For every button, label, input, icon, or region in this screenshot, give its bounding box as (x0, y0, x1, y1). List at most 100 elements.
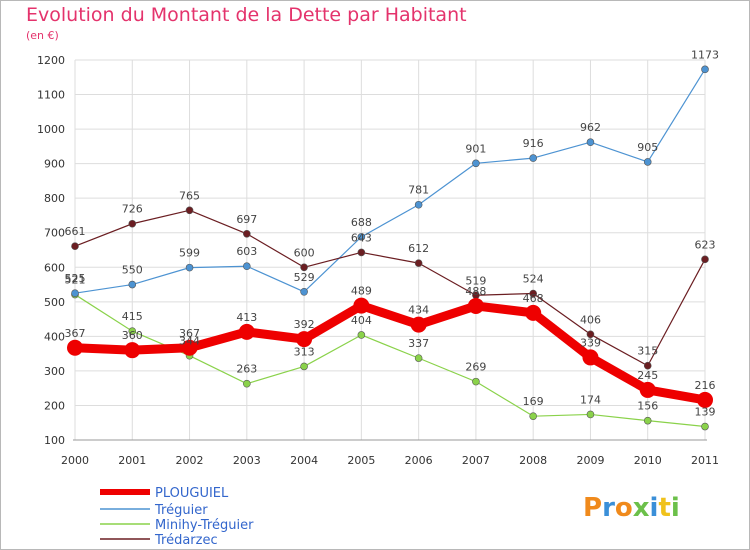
data-label: 344 (179, 335, 200, 348)
data-point (357, 233, 366, 241)
data-label: 962 (580, 121, 601, 134)
data-point (472, 377, 480, 386)
data-label: 315 (637, 345, 658, 358)
y-tick-label: 800 (44, 192, 65, 205)
data-label: 489 (351, 285, 372, 298)
data-point (71, 242, 79, 250)
data-label: 404 (351, 314, 372, 327)
data-label: 392 (294, 318, 315, 331)
data-point (353, 297, 370, 314)
data-point (357, 248, 366, 257)
data-point (529, 154, 537, 162)
y-tick-label: 700 (44, 227, 65, 240)
data-point (243, 229, 251, 238)
data-label: 413 (236, 311, 257, 324)
data-point (243, 262, 251, 271)
x-tick-label: 2004 (290, 454, 318, 467)
x-tick-label: 2007 (462, 454, 490, 467)
data-label: 599 (179, 247, 200, 260)
series-tr-darzec (71, 206, 709, 370)
data-point (586, 410, 595, 419)
data-label: 488 (465, 285, 486, 298)
data-point (472, 159, 480, 168)
data-label: 524 (523, 273, 544, 286)
data-label: 643 (351, 231, 372, 244)
data-label: 216 (695, 379, 716, 392)
chart-unit: (en €) (26, 29, 59, 42)
legend-item: Minihy-Tréguier (100, 518, 254, 533)
data-point (238, 323, 255, 340)
y-tick-label: 400 (44, 330, 65, 343)
data-label: 603 (236, 245, 257, 258)
y-tick-label: 100 (44, 434, 65, 447)
data-point (643, 158, 652, 166)
series-line (74, 301, 706, 405)
data-label: 525 (65, 272, 86, 285)
data-label: 434 (408, 304, 429, 317)
data-label: 600 (294, 246, 315, 259)
data-point (525, 304, 542, 321)
data-point (414, 259, 423, 267)
data-label: 550 (122, 264, 143, 277)
data-point (300, 362, 308, 371)
data-label: 269 (465, 361, 486, 374)
data-label: 901 (465, 142, 486, 155)
data-label: 245 (637, 369, 658, 382)
x-tick-label: 2001 (118, 454, 146, 467)
x-tick-label: 2011 (691, 454, 719, 467)
data-point (181, 339, 198, 356)
legend-item: Trédarzec (100, 533, 218, 548)
data-point (639, 381, 656, 398)
data-point (185, 206, 194, 215)
data-label: 367 (179, 327, 200, 340)
data-label: 367 (65, 327, 86, 340)
data-point (414, 200, 423, 209)
data-label: 529 (294, 271, 315, 284)
data-point (414, 354, 423, 362)
data-point (124, 342, 141, 359)
data-label: 169 (523, 395, 544, 408)
data-label: 156 (637, 400, 658, 413)
x-tick-label: 2002 (176, 454, 204, 467)
data-point (296, 331, 313, 348)
data-label: 661 (65, 225, 86, 238)
grid-lines (74, 59, 706, 441)
data-labels: 367 360 3674133924894344884683392452165255… (65, 48, 720, 418)
data-point (300, 263, 308, 272)
data-label: 916 (523, 137, 544, 150)
data-label: 612 (408, 242, 429, 255)
legend-label: PLOUGUIEL (155, 486, 229, 501)
x-tick-label: 2009 (576, 454, 604, 467)
data-point (128, 219, 137, 228)
data-point (701, 65, 709, 74)
data-point (529, 412, 537, 420)
y-tick-label: 1000 (37, 123, 65, 136)
data-point (71, 289, 79, 297)
data-point (67, 339, 83, 356)
data-point (243, 379, 251, 388)
x-tick-label: 2010 (634, 454, 662, 467)
data-label: 337 (408, 337, 429, 350)
data-label: 781 (408, 184, 429, 197)
legend-label: Tréguier (154, 503, 208, 518)
data-point (128, 327, 137, 335)
data-label: 468 (523, 292, 544, 305)
data-point (128, 280, 137, 289)
data-label: 139 (695, 406, 716, 419)
x-tick-label: 2005 (347, 454, 375, 467)
data-point (701, 422, 709, 431)
data-point (582, 349, 599, 366)
data-label: 697 (236, 213, 257, 226)
series-tr-guier (71, 65, 709, 297)
y-tick-label: 1200 (37, 54, 65, 67)
x-tick-label: 2006 (405, 454, 433, 467)
data-point (300, 287, 308, 296)
x-tick-label: 2003 (233, 454, 261, 467)
data-point (185, 263, 194, 272)
data-point (467, 297, 484, 314)
data-label: 174 (580, 393, 601, 406)
data-label: 339 (580, 336, 601, 349)
series-line (74, 69, 706, 294)
